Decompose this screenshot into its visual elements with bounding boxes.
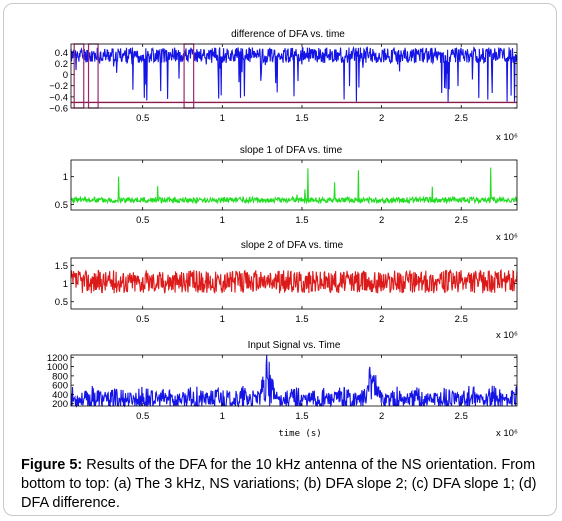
- x-tick-label: 2: [379, 411, 384, 422]
- panel-slope-1: slope 1 of DFA vs. time 0.5 1 1.5 2 2.5 10.5 …: [55, 145, 518, 243]
- y-tick-label: 0: [63, 70, 68, 81]
- y-tick-label: 0.5: [55, 297, 68, 308]
- x-multiplier-label: x 10⁶: [496, 132, 518, 143]
- x-tick-label: 2.5: [455, 113, 468, 124]
- x-tick-label: 0.5: [136, 314, 149, 325]
- series-line: [70, 167, 518, 205]
- y-tick-label: −0.4: [49, 92, 68, 103]
- plot-box: [70, 43, 518, 109]
- x-axis-label: time (s): [278, 429, 321, 439]
- x-tick-label: 1.5: [295, 113, 308, 124]
- x-tick-label: 1: [220, 215, 225, 226]
- y-tick-label: 1: [63, 172, 68, 183]
- y-tick-label: 1200: [47, 353, 68, 364]
- x-tick-label: 1: [220, 113, 225, 124]
- x-tick-label: 1: [220, 411, 225, 422]
- y-tick-label: 400: [52, 390, 68, 401]
- y-tick-label: 0.4: [55, 48, 68, 59]
- y-tick-label: 600: [52, 381, 68, 392]
- x-tick-label: 0.5: [136, 215, 149, 226]
- x-tick-label: 1.5: [295, 411, 308, 422]
- x-tick-label: 2: [379, 314, 384, 325]
- x-tick-label: 0.5: [136, 411, 149, 422]
- y-tick-label: 0.2: [55, 59, 68, 70]
- plot-box: [70, 354, 518, 407]
- panel-dfa-difference: difference of DFA vs. time 0.5 1 1.5 2 2.50.…: [49, 29, 518, 143]
- data-area: [70, 354, 518, 409]
- series-line: [70, 268, 518, 295]
- plot-box: [70, 159, 518, 211]
- x-tick-label: 1: [220, 314, 225, 325]
- panel-title: difference of DFA vs. time: [231, 29, 345, 40]
- series-line: [70, 354, 518, 409]
- x-multiplier-label: x 10⁶: [496, 428, 518, 439]
- data-area: [70, 43, 518, 109]
- panel-input-signal: Input Signal vs. Time 0.5 1 1.5 2 2.5 1200100…: [47, 340, 518, 439]
- panel-title: slope 1 of DFA vs. time: [240, 145, 343, 156]
- x-tick-label: 0.5: [136, 113, 149, 124]
- y-tick-label: 1.5: [55, 261, 68, 272]
- data-area: [70, 167, 518, 205]
- axis-ticks: 0.5 1 1.5 2 2.5 0.40.20−0.2−0.4−0.6: [49, 44, 517, 124]
- y-tick-label: −0.2: [49, 81, 68, 92]
- x-tick-label: 2.5: [455, 314, 468, 325]
- axis-ticks: 0.5 1 1.5 2 2.5 1.5 1 0.5: [55, 258, 517, 325]
- x-multiplier-label: x 10⁶: [496, 330, 518, 341]
- x-tick-label: 2: [379, 215, 384, 226]
- x-tick-label: 2.5: [455, 215, 468, 226]
- x-tick-label: 2: [379, 113, 384, 124]
- x-tick-label: 2.5: [455, 411, 468, 422]
- y-tick-label: 0.5: [55, 200, 68, 211]
- y-tick-label: 1: [63, 279, 68, 290]
- axis-ticks: 0.5 1 1.5 2 2.5 1 0.5: [55, 160, 517, 226]
- series-line: [70, 45, 518, 102]
- y-tick-label: 1000: [47, 362, 68, 373]
- y-tick-label: −0.6: [49, 104, 68, 115]
- y-tick-label: 800: [52, 371, 68, 382]
- x-tick-label: 1.5: [295, 215, 308, 226]
- y-tick-label: 200: [52, 399, 68, 410]
- caption-text: Results of the DFA for the 10 kHz antenn…: [21, 457, 537, 511]
- x-tick-label: 1.5: [295, 314, 308, 325]
- figure-frame: [3, 3, 557, 516]
- panel-title: Input Signal vs. Time: [248, 340, 341, 351]
- data-area: [70, 268, 518, 295]
- caption-label: Figure 5:: [21, 457, 83, 473]
- figure-caption: Figure 5: Results of the DFA for the 10 …: [21, 456, 546, 513]
- panel-slope-2: slope 2 of DFA vs. time 0.5 1 1.5 2 2.51.510…: [55, 240, 518, 341]
- x-multiplier-label: x 10⁶: [496, 232, 518, 243]
- panel-title: slope 2 of DFA vs. time: [241, 240, 344, 251]
